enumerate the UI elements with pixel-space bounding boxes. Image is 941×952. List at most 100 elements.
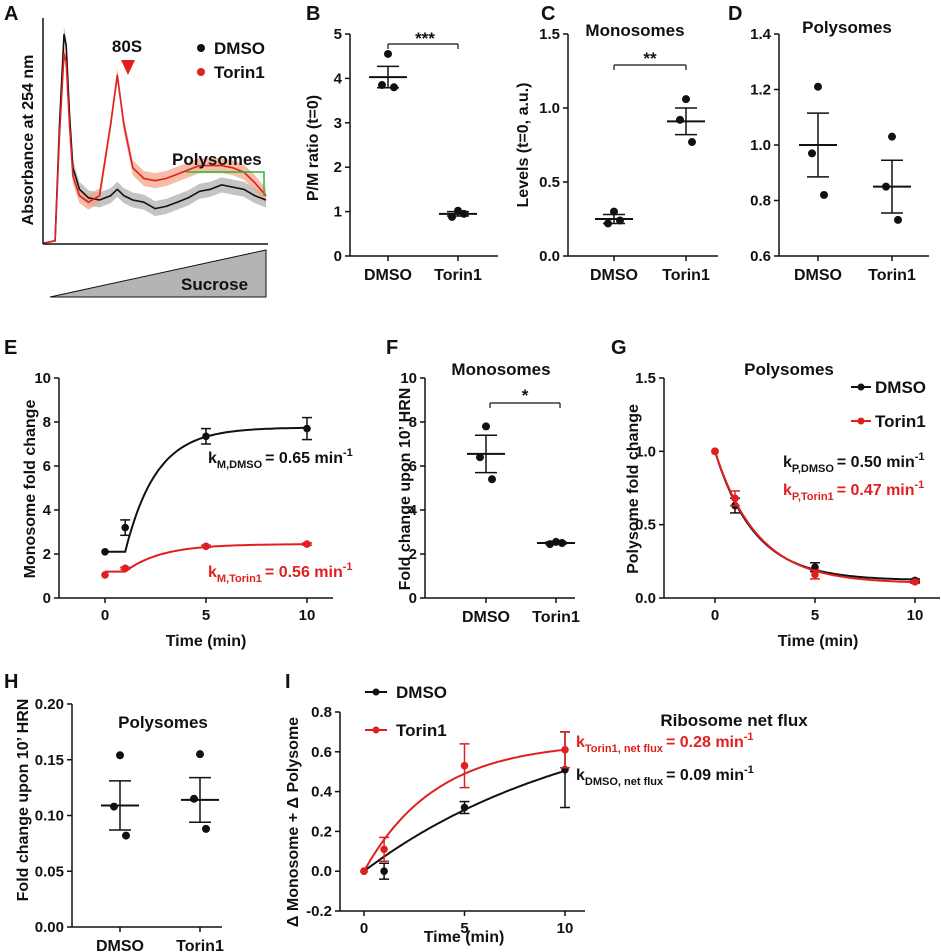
panel-e-plot: 0 2 4 6 8 10 0 5 10 (34, 370, 333, 624)
panel-i-ytick-label: 0.2 (311, 823, 332, 840)
panel-e-point-torin1 (303, 540, 311, 548)
panel-d-point (814, 82, 822, 91)
panel-d-point (808, 149, 816, 158)
panel-i-point-torin1 (561, 746, 569, 754)
panel-h-point (190, 794, 198, 803)
panel-g-title: Polysomes (744, 360, 834, 379)
panel-i-ytick-label: 0.6 (311, 744, 332, 761)
polysomes-region-label: Polysomes (172, 150, 262, 169)
panel-f: F Monosomes Fold change upon 10’ HRN 0 2 4… (386, 337, 580, 626)
panel-b-xtick-label: Torin1 (434, 267, 482, 284)
panel-c-point (688, 138, 696, 147)
panel-h-ytick-label: 0.00 (35, 919, 64, 936)
panel-e-fit-dmso (105, 426, 307, 553)
panel-d-ytick-label: 0.8 (750, 193, 771, 210)
panel-e-point-dmso (303, 424, 311, 433)
rate-e-torin1: kM,Torin1 = 0.56 min-1 (208, 561, 353, 585)
panel-e-xlabel: Time (min) (166, 633, 247, 650)
panel-b-ytick-label: 5 (334, 26, 342, 43)
panel-f-point (488, 475, 496, 484)
panel-g-ytick-label: 1.5 (635, 370, 656, 387)
panel-g-plot: 0.0 0.5 1.0 1.5 0 5 10 (635, 370, 940, 624)
panel-i-title: Ribosome net flux (660, 711, 808, 730)
panel-g-ytick-label: 0.5 (635, 517, 656, 534)
panel-e-ytick-label: 6 (43, 458, 51, 475)
trace-line-torin1 (43, 52, 267, 244)
peak-80s-label: 80S (112, 37, 142, 56)
panel-f-ytick-label: 2 (409, 546, 417, 563)
panel-i-xtick-label: 0 (360, 920, 368, 937)
panel-f-plot: 0 2 4 6 8 10 DMSO Torin1 (400, 370, 580, 626)
panel-c-point (682, 95, 690, 104)
sucrose-gradient-wedge (49, 249, 267, 298)
panel-d: D Polysomes 0.6 0.8 1.0 1.2 1.4 DMSO Torin1 (728, 3, 929, 284)
panel-b-ytick-label: 2 (334, 159, 342, 176)
panel-g-ylabel: Polysome fold change (625, 404, 642, 574)
panel-e-ytick-label: 2 (43, 546, 51, 563)
legend-g-dmso-marker (857, 383, 865, 391)
panel-b-ytick-label: 1 (334, 204, 342, 221)
panel-a-ylabel: Absorbance at 254 nm (20, 55, 37, 226)
panel-label-h: H (4, 671, 18, 693)
sucrose-label: Sucrose (181, 275, 248, 294)
panel-f-point (482, 422, 490, 431)
panel-h-plot: 0.00 0.05 0.10 0.15 0.20 DMSO Torin1 (35, 696, 224, 952)
legend-a-torin1-label: Torin1 (214, 63, 265, 82)
panel-g-point-torin1 (911, 578, 919, 586)
trace-line-dmso (43, 33, 267, 244)
panel-i-xlabel: Time (min) (424, 929, 505, 946)
panel-e-point-torin1 (202, 542, 210, 551)
panel-d-ytick-label: 1.2 (750, 82, 771, 99)
panel-g-ytick-label: 0.0 (635, 590, 656, 607)
panel-h-ytick-label: 0.05 (35, 863, 64, 880)
panel-d-point (894, 215, 902, 224)
panel-d-xtick-label: Torin1 (868, 267, 916, 284)
panel-i-plot: -0.2 0.0 0.2 0.4 0.6 0.8 0 5 10 (306, 704, 585, 937)
panel-i-point-dmso (380, 867, 388, 875)
rate-e-dmso: kM,DMSO = 0.65 min-1 (208, 447, 353, 471)
panel-b-xtick-label: DMSO (364, 267, 412, 284)
panel-h-ytick-label: 0.15 (35, 752, 64, 769)
panel-e-point-torin1 (101, 571, 109, 579)
panel-d-xtick-label: DMSO (794, 267, 842, 284)
panel-i-ylabel: Δ Monosome + Δ Polysome (285, 717, 302, 927)
panel-i-point-dmso (460, 803, 469, 812)
panel-e-ytick-label: 10 (34, 370, 51, 387)
rate-g-torin1: kP,Torin1 = 0.47 min-1 (783, 479, 924, 503)
panel-i-point-torin1 (360, 867, 368, 875)
panel-b-ylabel: P/M ratio (t=0) (305, 95, 322, 201)
panel-b-plot: 0 1 2 3 4 5 DMSO Torin1 (334, 26, 498, 284)
panel-a-traces (43, 26, 267, 244)
panel-d-plot: 0.6 0.8 1.0 1.2 1.4 DMSO Torin1 (750, 26, 929, 284)
panel-g-xlabel: Time (min) (778, 633, 859, 650)
panel-i-xtick-label: 10 (557, 920, 574, 937)
panel-c-point (676, 115, 684, 124)
panel-e-point-torin1 (121, 564, 129, 573)
legend-i-torin1-marker (372, 726, 380, 734)
legend-a-torin1-marker (197, 68, 205, 76)
panel-c-significance: ** (643, 49, 657, 68)
panel-e-ytick-label: 4 (43, 502, 52, 519)
panel-i-ytick-label: 0.4 (311, 784, 333, 801)
polysomes-bracket (186, 171, 265, 196)
panel-f-ytick-label: 4 (409, 502, 418, 519)
legend-g-torin1-label: Torin1 (875, 412, 926, 431)
panel-g-ytick-label: 1.0 (635, 443, 656, 460)
panel-g-point-torin1 (811, 570, 819, 579)
legend-g-torin1-marker (857, 417, 865, 425)
panel-b: B P/M ratio (t=0) 0 1 2 3 4 5 DMSO Torin1 *** (305, 3, 498, 284)
legend-i-torin1-label: Torin1 (396, 721, 447, 740)
panel-c-ytick-label: 1.5 (539, 26, 560, 43)
panel-f-ytick-label: 10 (400, 370, 417, 387)
panel-e-xtick-label: 5 (202, 607, 210, 624)
panel-d-title: Polysomes (802, 18, 892, 37)
panel-d-ytick-label: 0.6 (750, 248, 771, 265)
panel-b-ytick-label: 3 (334, 115, 342, 132)
panel-b-point (384, 49, 392, 58)
panel-i-ytick-label: 0.0 (311, 863, 332, 880)
panel-a: A Absorbance at 254 nm 80S DMSO Torin1 P… (4, 3, 268, 298)
panel-e-ytick-label: 8 (43, 414, 51, 431)
panel-label-b: B (306, 3, 320, 25)
panel-label-i: I (285, 671, 291, 693)
panel-h-ylabel: Fold change upon 10’ HRN (15, 699, 32, 902)
